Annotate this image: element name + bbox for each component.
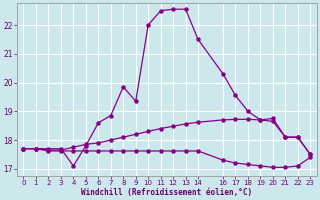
X-axis label: Windchill (Refroidissement éolien,°C): Windchill (Refroidissement éolien,°C) bbox=[81, 188, 252, 197]
